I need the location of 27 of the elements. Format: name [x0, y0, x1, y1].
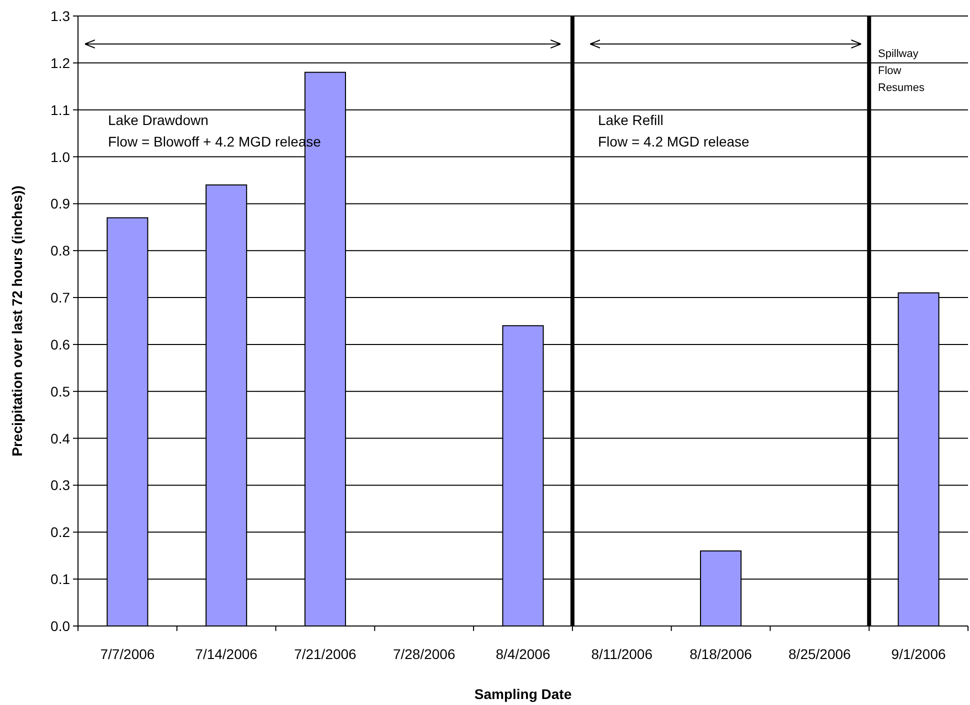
x-tick-label: 8/25/2006: [788, 646, 852, 662]
y-tick-label: 0.4: [50, 430, 70, 446]
annotation: Spillway Flow Resumes: [878, 48, 925, 94]
x-tick-label: 7/21/2006: [294, 646, 357, 662]
y-tick-label: 0.0: [50, 618, 70, 634]
y-tick-label: 0.2: [50, 524, 70, 540]
x-tick-label: 8/11/2006: [591, 646, 653, 662]
x-tick-label: 8/4/2006: [496, 646, 550, 662]
x-axis-title: Sampling Date: [474, 686, 572, 702]
y-tick-label: 0.1: [50, 571, 70, 588]
y-tick-label: 0.9: [50, 196, 70, 212]
y-tick-label: 0.5: [50, 383, 70, 400]
y-tick-label: 0.3: [50, 477, 70, 494]
y-tick-label: 1.3: [50, 8, 70, 24]
x-tick-label: 7/14/2006: [195, 646, 258, 662]
y-tick-label: 0.8: [50, 242, 70, 259]
x-tick-label: 7/7/2006: [100, 646, 155, 662]
y-tick-label: 1.1: [50, 102, 70, 118]
x-tick-label: 8/18/2006: [690, 646, 752, 662]
y-axis-title: Precipitation over last 72 hours (inches)): [9, 186, 25, 456]
x-tick-label: 7/28/2006: [392, 646, 456, 662]
annotation: Lake Refill Flow = 4.2 MGD release: [598, 112, 750, 150]
x-tick-label: 9/1/2006: [891, 646, 946, 662]
y-tick-label: 1.2: [50, 54, 70, 71]
y-tick-label: 0.6: [50, 336, 70, 352]
y-tick-label: 1.0: [50, 148, 70, 165]
y-tick-label: 0.7: [50, 290, 70, 306]
